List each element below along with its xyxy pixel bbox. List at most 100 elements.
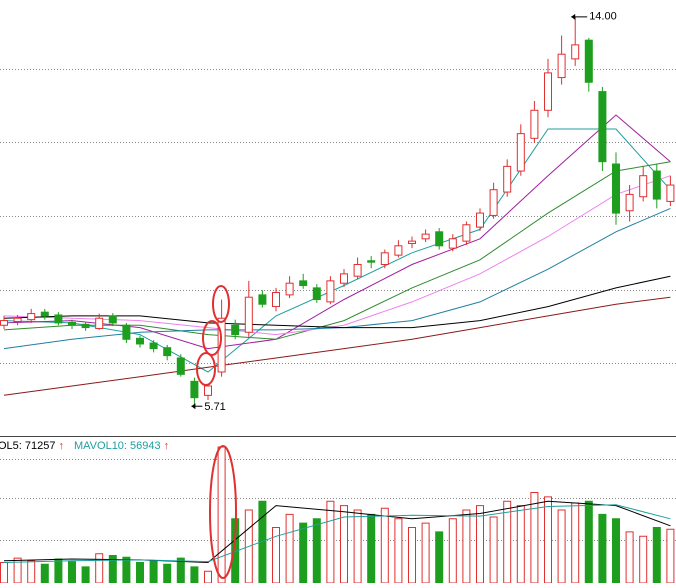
candle-body bbox=[54, 314, 63, 324]
candle-body bbox=[489, 189, 498, 216]
volume-bar bbox=[95, 553, 104, 584]
candle-body bbox=[448, 238, 457, 249]
candle-body bbox=[136, 337, 144, 345]
highlight-ring bbox=[202, 320, 222, 356]
volume-bar bbox=[326, 500, 335, 584]
volume-bar bbox=[204, 570, 212, 584]
candle-body bbox=[204, 385, 212, 396]
candle-body bbox=[108, 315, 117, 324]
volume-bar bbox=[639, 535, 648, 584]
candle-body bbox=[0, 320, 8, 326]
volume-bar bbox=[285, 513, 294, 584]
highlight-ring bbox=[212, 285, 230, 323]
volume-bar bbox=[476, 505, 484, 584]
candle-body bbox=[176, 357, 185, 375]
candle-body bbox=[312, 287, 321, 301]
volume-bar bbox=[625, 531, 634, 584]
volume-bar bbox=[0, 562, 8, 584]
candle-body bbox=[462, 224, 471, 242]
volume-bar bbox=[299, 522, 308, 584]
volume-legend: OL5: 71257 ↑ MAVOL10: 56943 ↑ bbox=[0, 440, 169, 452]
volume-bar bbox=[421, 522, 430, 584]
volume-bar bbox=[163, 563, 172, 584]
volume-bar bbox=[666, 528, 675, 584]
candle-body bbox=[40, 311, 49, 317]
candle-body bbox=[530, 109, 539, 139]
legend-value: 56943 bbox=[130, 440, 161, 452]
candle-body bbox=[394, 245, 403, 256]
volume-bar bbox=[54, 558, 63, 584]
candle-body bbox=[557, 53, 566, 79]
volume-bar bbox=[312, 518, 321, 584]
volume-average-line bbox=[3, 504, 671, 563]
candle-body bbox=[217, 317, 226, 373]
volume-bar bbox=[40, 563, 49, 584]
volume-average-line bbox=[3, 500, 671, 564]
volume-bar bbox=[448, 518, 457, 584]
candle-body bbox=[13, 317, 22, 323]
candle-body bbox=[476, 212, 484, 228]
candle-body bbox=[244, 296, 253, 333]
candle-body bbox=[544, 72, 552, 111]
candle-body bbox=[571, 44, 580, 60]
volume-bar bbox=[190, 566, 199, 584]
volume-bar bbox=[394, 518, 403, 584]
candle-body bbox=[122, 324, 131, 340]
candle-body bbox=[68, 321, 76, 326]
moving-average-line bbox=[3, 175, 671, 336]
volume-bar bbox=[136, 562, 144, 584]
volume-bar bbox=[122, 556, 131, 584]
low-arrow bbox=[191, 403, 196, 410]
volume-bar bbox=[408, 527, 416, 584]
candle-body bbox=[272, 292, 280, 308]
volume-bar bbox=[557, 509, 566, 584]
legend-trend: ↑ bbox=[164, 440, 170, 452]
candle-body bbox=[612, 163, 620, 214]
volume-bar bbox=[489, 516, 498, 584]
moving-average-line bbox=[3, 275, 671, 329]
volume-bar bbox=[367, 513, 376, 584]
annotations bbox=[196, 285, 237, 579]
moving-average-line bbox=[3, 296, 671, 396]
candle-body bbox=[666, 184, 675, 202]
candle-body bbox=[516, 133, 525, 172]
candle-body bbox=[27, 313, 36, 321]
highlight-ring bbox=[196, 352, 216, 386]
volume-bar bbox=[462, 509, 471, 584]
candle-body bbox=[408, 240, 416, 244]
candle-body bbox=[299, 280, 308, 287]
volume-bar bbox=[81, 566, 90, 584]
candle-body bbox=[380, 252, 389, 265]
legend-name: OL5: bbox=[0, 440, 25, 452]
candle-body bbox=[326, 280, 335, 303]
volume-bar bbox=[435, 531, 444, 584]
candle-body bbox=[285, 282, 294, 296]
volume-bar bbox=[652, 527, 661, 584]
candle-body bbox=[652, 170, 661, 200]
moving-average-line bbox=[3, 161, 671, 340]
volume-bar bbox=[149, 560, 158, 584]
candle-body bbox=[584, 39, 593, 83]
volume-bar bbox=[516, 505, 525, 584]
candle-body bbox=[503, 165, 512, 193]
volume-bar bbox=[217, 446, 226, 584]
candle-body bbox=[340, 273, 348, 284]
candle-body bbox=[435, 231, 444, 247]
candle-body bbox=[81, 323, 90, 329]
candle-body bbox=[149, 342, 158, 350]
legend-name: MAVOL10: bbox=[74, 440, 130, 452]
candle-body bbox=[190, 380, 199, 399]
candle-body bbox=[639, 175, 648, 198]
candle-body bbox=[353, 263, 362, 277]
volume-bar bbox=[27, 560, 36, 584]
volume-bar bbox=[530, 492, 539, 584]
legend-value: 71257 bbox=[25, 440, 56, 452]
volume-bar bbox=[544, 496, 552, 584]
candle-body bbox=[367, 260, 376, 263]
volume-bar bbox=[571, 502, 580, 584]
high-arrow bbox=[571, 13, 576, 20]
low-label: 5.71 bbox=[204, 401, 225, 413]
